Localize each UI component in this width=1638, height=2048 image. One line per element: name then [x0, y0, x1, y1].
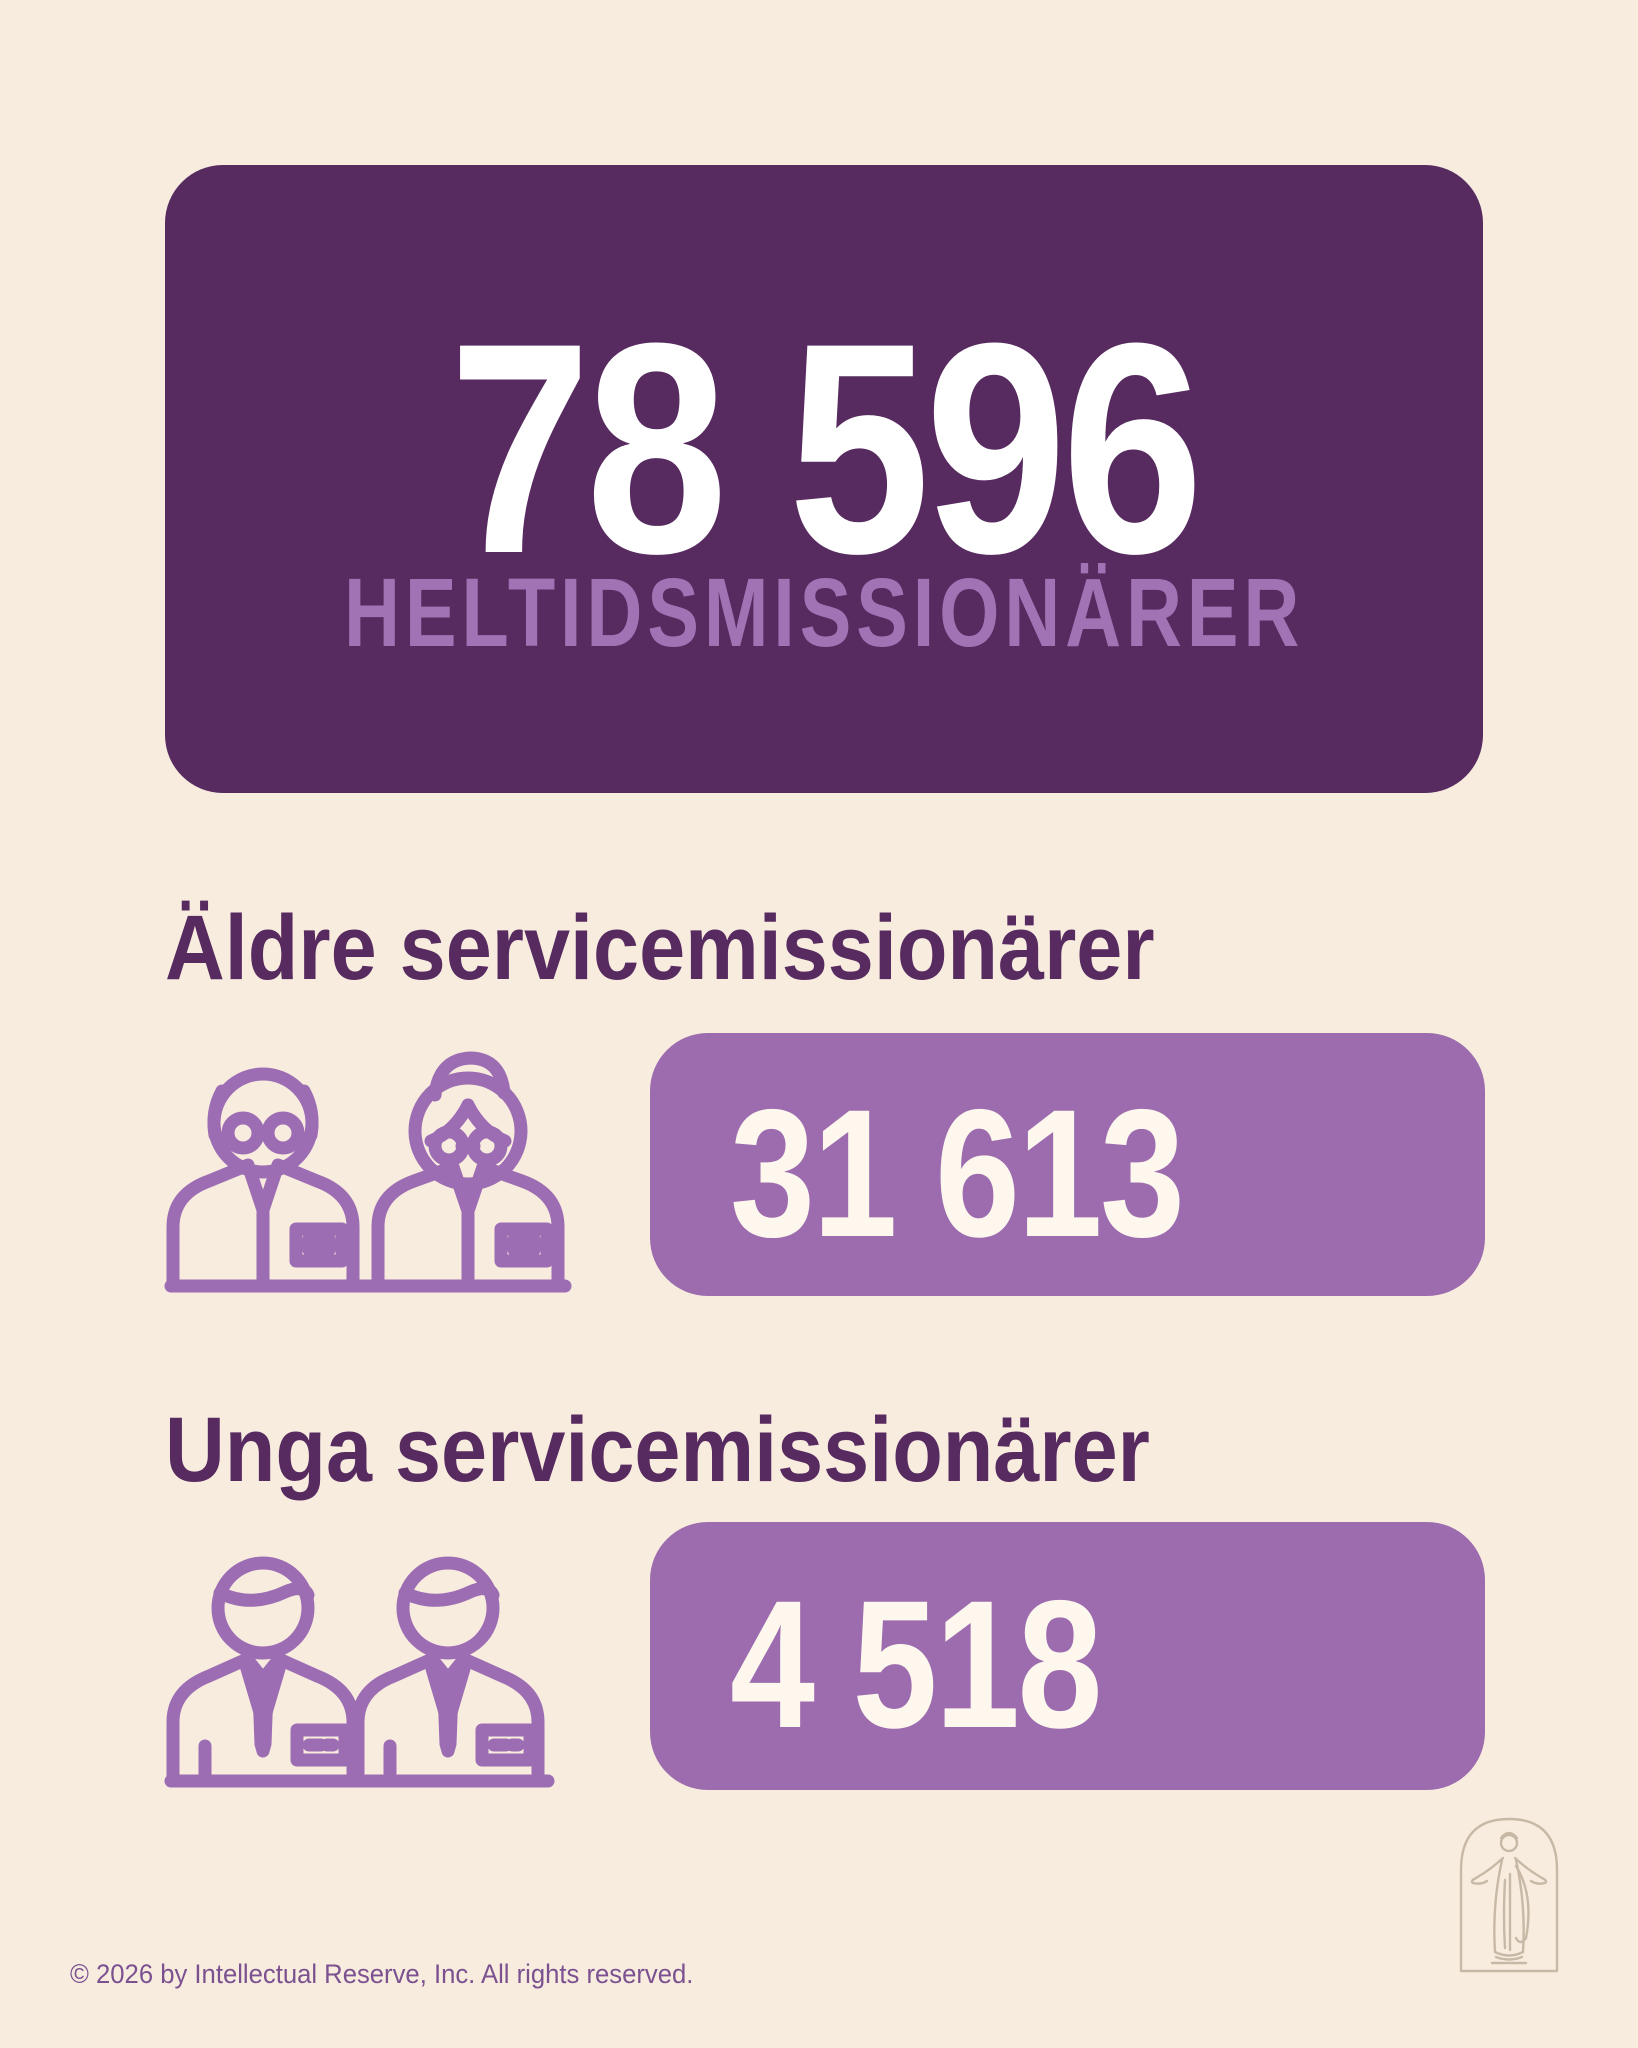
- copyright-text: © 2026 by Intellectual Reserve, Inc. All…: [70, 1959, 694, 1989]
- elderly-couple-icon: [163, 1043, 573, 1293]
- value-pill-young: 4 518: [650, 1522, 1485, 1790]
- young-count: 4 518: [730, 1562, 1103, 1766]
- young-missionaries-icon: [163, 1538, 573, 1788]
- elderly-count: 31 613: [730, 1070, 1185, 1275]
- hero-total-label: HELTIDSMISSIONÄRER: [343, 557, 1305, 667]
- section-heading-elderly: Äldre servicemissionärer: [165, 897, 1155, 999]
- christus-arch-logo: [1452, 1810, 1566, 1974]
- hero-card: 78 596 HELTIDSMISSIONÄRER: [165, 165, 1483, 793]
- hero-total-value: 78 596: [449, 279, 1203, 616]
- section-heading-young: Unga servicemissionärer: [165, 1399, 1150, 1501]
- value-pill-elderly: 31 613: [650, 1033, 1485, 1296]
